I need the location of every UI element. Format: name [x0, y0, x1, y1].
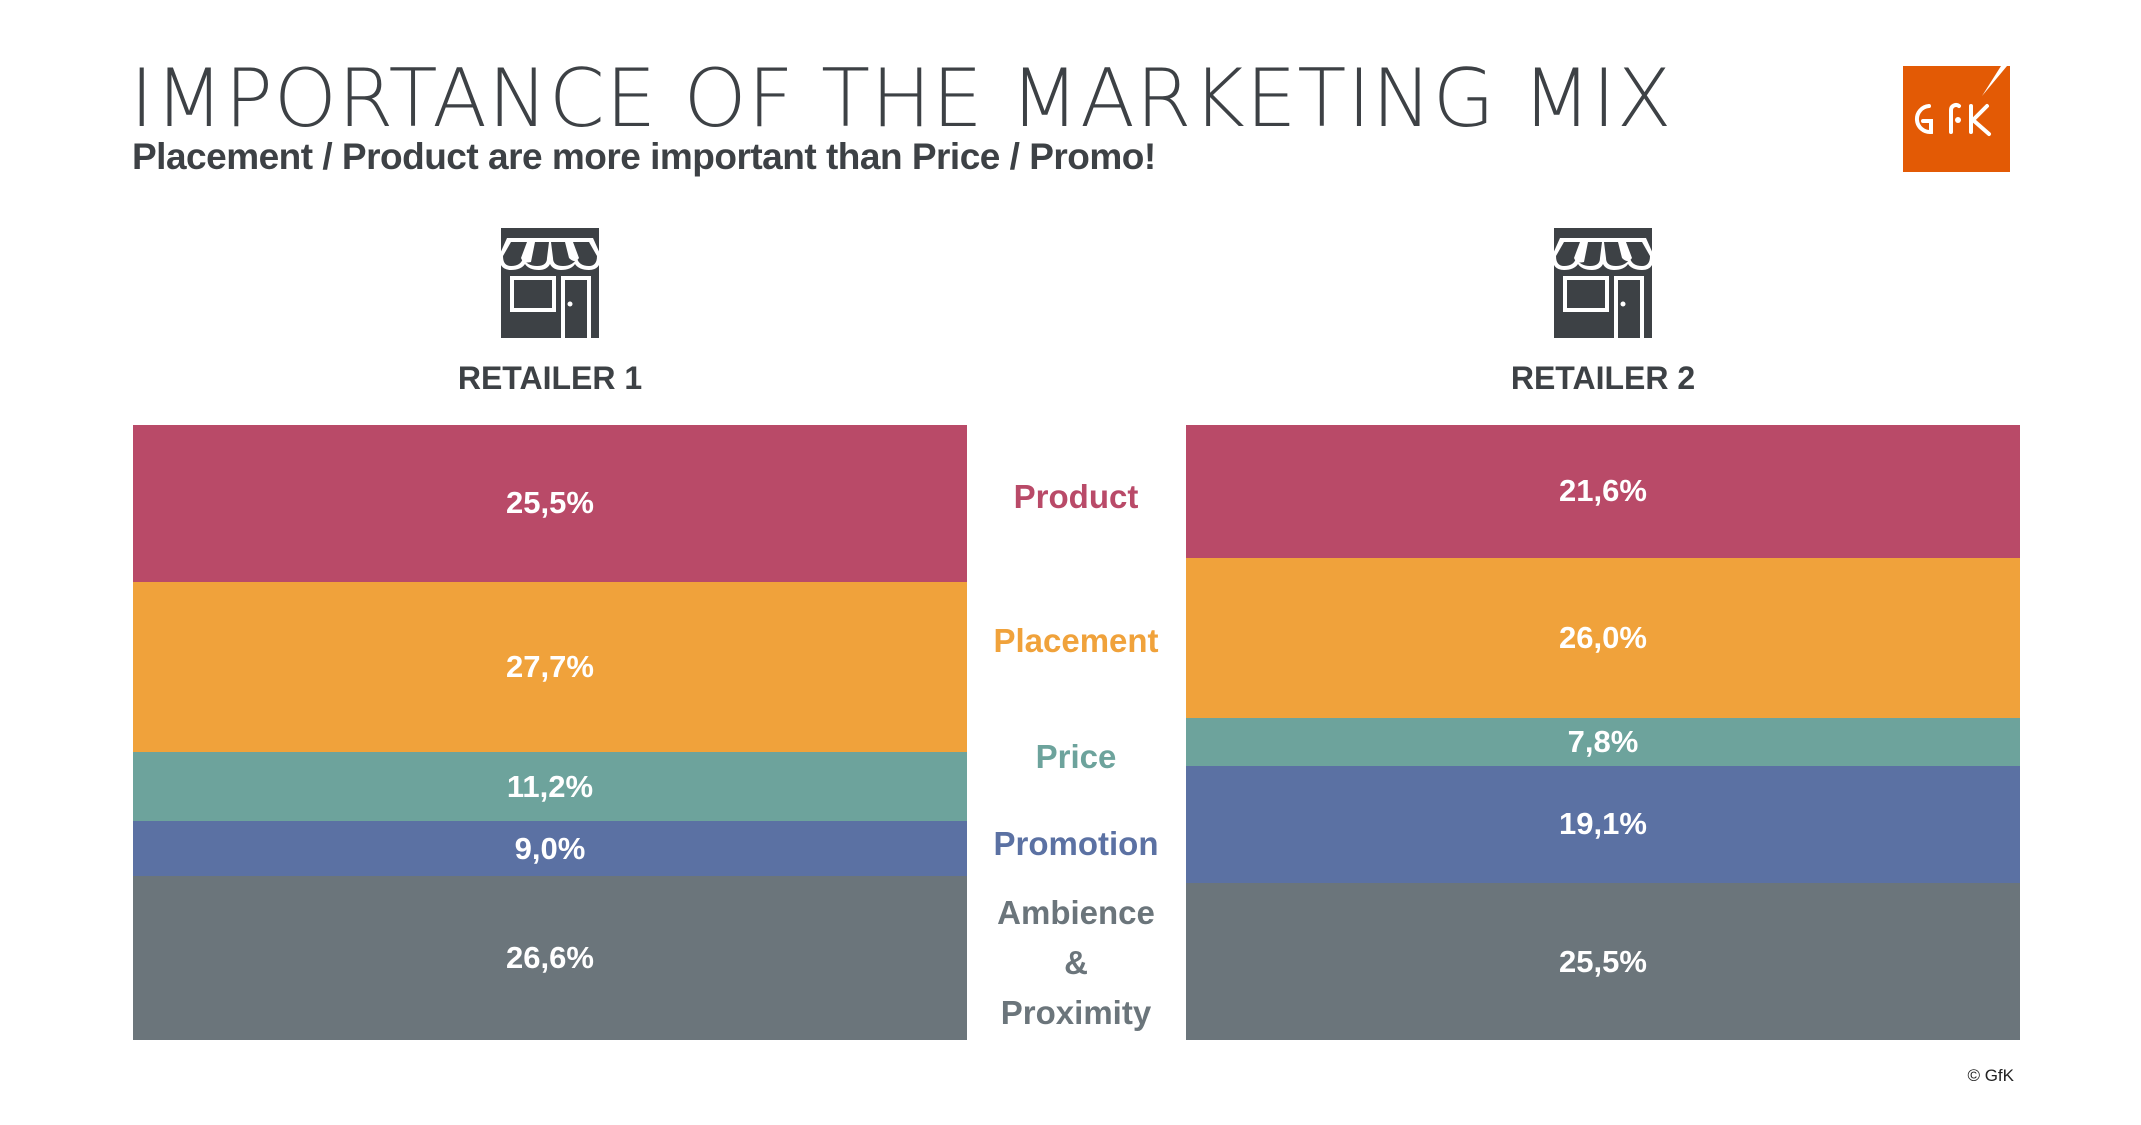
- data-label: 11,2%: [506, 768, 594, 804]
- bar-segment: 27,7%: [133, 581, 967, 753]
- bar-segment: 25,5%: [1186, 883, 2020, 1040]
- legend-text: &: [1064, 944, 1088, 981]
- data-label: 7,8%: [1567, 723, 1639, 759]
- page-subtitle: Placement / Product are more important t…: [132, 136, 1156, 177]
- bar-segment: 25,5%: [133, 425, 967, 582]
- legend-label: Product: [956, 472, 1196, 522]
- store-icon: [497, 228, 603, 338]
- data-label: 25,5%: [1559, 943, 1647, 979]
- bar-segment: 26,0%: [1186, 557, 2020, 718]
- page-title: IMPORTANCE OF THE MARKETING MIX: [130, 52, 1673, 145]
- legend-text: Ambience: [997, 894, 1155, 931]
- bar-segment: 11,2%: [133, 752, 967, 822]
- data-label: 26,6%: [506, 940, 594, 976]
- retailer-label: RETAILER 2: [1510, 360, 1696, 396]
- data-label: 26,0%: [1559, 619, 1647, 655]
- bar-segment: 19,1%: [1186, 765, 2020, 884]
- legend-label: Ambience & Proximity: [956, 888, 1196, 1038]
- legend-text: Product: [1013, 478, 1139, 515]
- store-icon: [1550, 228, 1656, 338]
- bar-segment: 26,6%: [133, 876, 967, 1040]
- data-label: 27,7%: [506, 648, 594, 684]
- data-label: 25,5%: [506, 485, 594, 521]
- legend-text: Placement: [993, 622, 1159, 659]
- stacked-bar: 25,5% 27,7% 11,2% 9,0% 26,6%: [133, 425, 967, 1040]
- bar-segment: 21,6%: [1186, 425, 2020, 558]
- gfk-logo: [1903, 66, 2010, 172]
- legend-label: Price: [956, 732, 1196, 782]
- legend-text: Price: [1035, 738, 1117, 775]
- copyright: © GfK: [1967, 1066, 2014, 1085]
- legend-label: Placement: [956, 616, 1196, 666]
- bar-segment: 9,0%: [133, 821, 967, 877]
- legend-text: Promotion: [993, 825, 1159, 862]
- bar-segment: 7,8%: [1186, 717, 2020, 766]
- data-label: 21,6%: [1559, 473, 1647, 509]
- legend-text: Proximity: [1000, 994, 1152, 1031]
- stacked-bar: 21,6% 26,0% 7,8% 19,1% 25,5%: [1186, 425, 2020, 1040]
- data-label: 9,0%: [514, 830, 586, 866]
- data-label: 19,1%: [1559, 806, 1647, 842]
- retailer-label: RETAILER 1: [457, 360, 643, 396]
- legend-label: Promotion: [956, 819, 1196, 869]
